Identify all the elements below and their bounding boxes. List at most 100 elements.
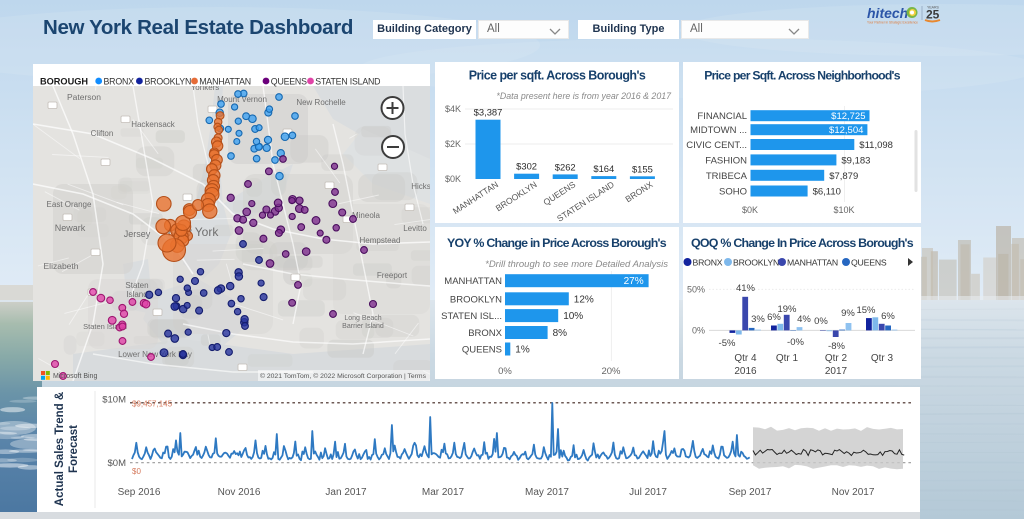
svg-text:$155: $155: [632, 163, 653, 174]
svg-text:QOQ % Change In Price Across B: QOQ % Change In Price Across Borough's: [691, 236, 914, 250]
svg-text:Mount Vernon: Mount Vernon: [217, 95, 267, 104]
svg-text:BRONX: BRONX: [693, 258, 723, 268]
svg-text:SOHO: SOHO: [719, 187, 747, 198]
svg-text:-5%: -5%: [719, 338, 736, 349]
svg-text:15%: 15%: [856, 305, 876, 316]
svg-text:YEARS: YEARS: [927, 6, 940, 10]
svg-text:$9,183: $9,183: [841, 155, 870, 166]
svg-text:$302: $302: [516, 161, 537, 172]
svg-text:Staten Island: Staten Island: [83, 322, 127, 331]
svg-text:BOROUGH: BOROUGH: [40, 77, 88, 87]
svg-text:FINANCIAL: FINANCIAL: [697, 111, 747, 122]
svg-text:BROOKLYN: BROOKLYN: [145, 77, 192, 87]
svg-text:BRONX: BRONX: [468, 328, 502, 339]
svg-text:0%: 0%: [498, 366, 512, 377]
svg-text:-8%: -8%: [828, 341, 845, 352]
svg-text:Qtr 4: Qtr 4: [734, 353, 757, 364]
svg-text:$12,725: $12,725: [831, 111, 865, 122]
svg-text:50%: 50%: [687, 284, 705, 294]
svg-text:Nov 2017: Nov 2017: [832, 487, 875, 498]
svg-text:Newark: Newark: [55, 223, 86, 233]
svg-text:QUEENS: QUEENS: [271, 77, 307, 87]
svg-text:BROOKLYN: BROOKLYN: [494, 179, 539, 213]
svg-text:$9,457,145: $9,457,145: [132, 400, 173, 409]
svg-text:Qtr 3: Qtr 3: [871, 353, 894, 364]
svg-text:East Orange: East Orange: [47, 200, 92, 209]
svg-text:*Data present here is from yea: *Data present here is from year 2016 & 2…: [496, 91, 672, 101]
svg-text:Forecast: Forecast: [68, 425, 80, 473]
svg-text:New Rochelle: New Rochelle: [296, 98, 346, 107]
svg-text:$6,110: $6,110: [813, 187, 841, 198]
svg-text:BRONX: BRONX: [623, 179, 654, 204]
svg-text:MANHATTAN: MANHATTAN: [451, 179, 500, 216]
svg-text:1%: 1%: [515, 345, 530, 356]
svg-text:6%: 6%: [767, 312, 781, 323]
svg-text:$2K: $2K: [445, 139, 461, 149]
svg-text:May 2017: May 2017: [525, 487, 569, 498]
svg-text:MANHATTAN: MANHATTAN: [444, 276, 502, 287]
svg-text:19%: 19%: [777, 304, 797, 315]
svg-text:Your Partner in Strategic Exce: Your Partner in Strategic Excellence: [867, 21, 918, 25]
svg-text:Hackensack: Hackensack: [131, 120, 176, 129]
svg-text:Hempstead: Hempstead: [360, 236, 401, 245]
svg-text:$164: $164: [593, 163, 614, 174]
svg-text:FASHION: FASHION: [705, 155, 747, 166]
svg-text:$11,098: $11,098: [859, 140, 893, 151]
svg-text:TRIBECA: TRIBECA: [706, 171, 748, 182]
svg-text:Actual Sales Trend &: Actual Sales Trend &: [54, 392, 66, 506]
svg-text:MIDTOWN ...: MIDTOWN ...: [690, 125, 747, 136]
svg-text:12%: 12%: [574, 294, 594, 305]
svg-text:Island: Island: [126, 290, 147, 299]
svg-text:41%: 41%: [736, 283, 756, 294]
svg-text:$7,879: $7,879: [829, 171, 858, 182]
svg-text:Jersey: Jersey: [124, 229, 151, 239]
svg-text:Mineola: Mineola: [352, 211, 381, 220]
svg-text:MANHATTAN: MANHATTAN: [787, 258, 838, 268]
svg-text:BRONX: BRONX: [104, 77, 135, 87]
svg-text:Sep 2017: Sep 2017: [729, 487, 772, 498]
svg-text:10%: 10%: [563, 311, 583, 322]
svg-text:Lower New York Bay: Lower New York Bay: [118, 350, 192, 359]
svg-text:Freeport: Freeport: [377, 271, 408, 280]
svg-text:YOY % Change in Price Across B: YOY % Change in Price Across Borough's: [447, 236, 667, 250]
svg-text:20%: 20%: [601, 366, 621, 377]
svg-text:Jul 2017: Jul 2017: [629, 487, 667, 498]
svg-text:6%: 6%: [881, 311, 895, 322]
svg-text:25: 25: [926, 8, 940, 22]
svg-text:MANHATTAN: MANHATTAN: [199, 77, 251, 87]
svg-text:Mar 2017: Mar 2017: [422, 487, 465, 498]
svg-text:$0K: $0K: [742, 205, 758, 215]
svg-text:QUEENS: QUEENS: [851, 258, 887, 268]
svg-text:Clifton: Clifton: [91, 129, 114, 138]
svg-text:Barrier Island: Barrier Island: [342, 323, 384, 330]
svg-text:© 2021 TomTom, © 2022 Microsof: © 2021 TomTom, © 2022 Microsoft Corporat…: [260, 372, 427, 380]
svg-text:2016: 2016: [734, 366, 757, 377]
svg-text:hitech: hitech: [867, 5, 908, 21]
svg-text:27%: 27%: [624, 276, 644, 287]
svg-text:*Drill through to see more Det: *Drill through to see more Detailed Anal…: [485, 259, 668, 270]
svg-text:STATEN ISL...: STATEN ISL...: [441, 311, 502, 322]
svg-text:Long Beach: Long Beach: [344, 315, 381, 322]
svg-text:9%: 9%: [841, 308, 855, 319]
svg-text:0%: 0%: [814, 316, 828, 327]
svg-text:$0K: $0K: [445, 174, 461, 184]
svg-text:4%: 4%: [797, 314, 811, 325]
svg-text:Qtr 1: Qtr 1: [776, 353, 799, 364]
svg-text:Hicks: Hicks: [411, 182, 430, 191]
svg-text:0%: 0%: [692, 325, 705, 335]
svg-text:STATEN ISLAND: STATEN ISLAND: [315, 77, 380, 87]
svg-text:Qtr 2: Qtr 2: [825, 353, 848, 364]
svg-text:Jan 2017: Jan 2017: [325, 487, 367, 498]
svg-text:$10M: $10M: [102, 395, 126, 406]
svg-text:$0: $0: [132, 467, 141, 476]
svg-text:Paterson: Paterson: [67, 92, 101, 102]
svg-text:Elizabeth: Elizabeth: [44, 261, 79, 271]
svg-text:Nov 2016: Nov 2016: [218, 487, 261, 498]
svg-text:$4K: $4K: [445, 104, 461, 114]
svg-text:Price per sqft. Across Borough: Price per sqft. Across Borough's: [469, 69, 646, 83]
svg-text:3%: 3%: [751, 314, 765, 325]
svg-text:Staten: Staten: [125, 281, 148, 290]
svg-text:-0%: -0%: [787, 337, 804, 348]
svg-text:BROOKLYN: BROOKLYN: [450, 294, 502, 305]
svg-text:$0M: $0M: [108, 458, 127, 469]
